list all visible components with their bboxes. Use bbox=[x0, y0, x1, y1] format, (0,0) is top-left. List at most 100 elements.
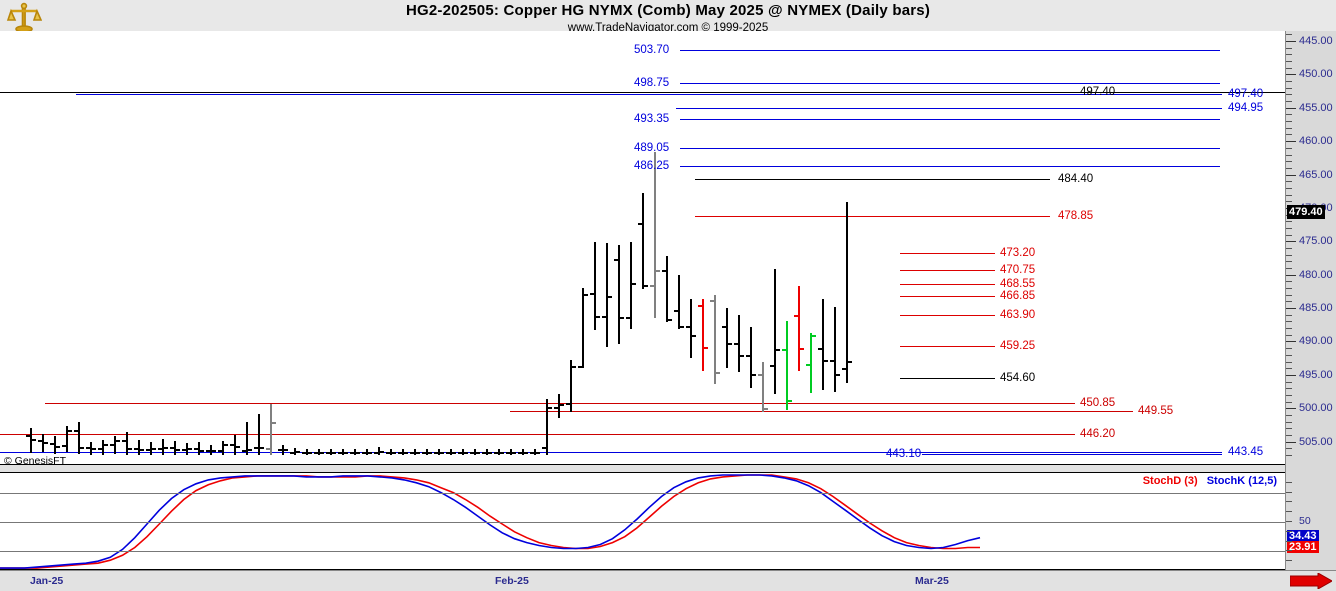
bar-open-tick bbox=[746, 354, 750, 357]
bar-high-low bbox=[150, 441, 152, 455]
bar-close-tick bbox=[800, 348, 804, 351]
price-level-label: 493.35 bbox=[634, 112, 670, 125]
price-level-label: 494.95 bbox=[1228, 102, 1264, 115]
stochd-line bbox=[0, 474, 980, 569]
stochk-value-tag: 34.43 bbox=[1287, 530, 1319, 543]
bar-open-tick bbox=[146, 448, 150, 451]
bar-open-tick bbox=[206, 449, 210, 452]
axis-minor-tick bbox=[1286, 268, 1292, 270]
bar-high-low bbox=[186, 442, 188, 455]
bar-close-tick bbox=[284, 448, 288, 451]
stochk-line bbox=[0, 474, 981, 569]
price-level-line[interactable] bbox=[680, 118, 1220, 120]
bar-close-tick bbox=[164, 446, 168, 449]
bar-high-low bbox=[282, 444, 284, 455]
axis-minor-tick bbox=[1286, 201, 1292, 203]
bar-open-tick bbox=[338, 452, 342, 455]
bar-open-tick bbox=[362, 452, 366, 455]
bar-high-low bbox=[102, 439, 104, 455]
price-level-line[interactable] bbox=[680, 166, 1220, 168]
axis-price-label: 505.00 bbox=[1299, 435, 1333, 448]
axis-minor-tick bbox=[1286, 261, 1292, 263]
bar-close-tick bbox=[824, 359, 828, 362]
bar-open-tick bbox=[554, 406, 558, 409]
axis-minor-tick bbox=[1286, 134, 1292, 136]
price-axis[interactable]: 505.00 500.00 495.00 490.00 485.00 480.00 475.… bbox=[1285, 31, 1336, 570]
price-level-line[interactable] bbox=[900, 315, 995, 317]
bar-close-tick bbox=[392, 451, 396, 454]
stochastic-panel[interactable]: StochD (3) StochK (12,5) bbox=[0, 472, 1285, 570]
bar-close-tick bbox=[356, 451, 360, 454]
price-panel[interactable]: 503.70 498.75 497.40 497.40 494.95 493.35 489.… bbox=[0, 31, 1285, 465]
price-level-line[interactable] bbox=[900, 253, 995, 255]
axis-minor-tick bbox=[1286, 54, 1292, 56]
axis-minor-tick bbox=[1286, 294, 1292, 296]
bar-high-low bbox=[606, 242, 608, 347]
axis-minor-tick bbox=[1286, 361, 1292, 363]
date-axis[interactable]: Jan-25 Feb-25 Mar-25 bbox=[0, 570, 1336, 591]
bar-close-tick bbox=[536, 451, 540, 454]
bar-high-low bbox=[486, 448, 488, 455]
bar-high-low bbox=[738, 314, 740, 372]
axis-price-label: 445.00 bbox=[1299, 35, 1333, 47]
axis-minor-tick bbox=[1286, 328, 1292, 330]
bar-open-tick bbox=[122, 440, 126, 443]
axis-minor-tick bbox=[1286, 67, 1292, 69]
axis-major-tick bbox=[1286, 141, 1296, 143]
bar-close-tick bbox=[416, 451, 420, 454]
bar-open-tick bbox=[638, 223, 642, 226]
bar-open-tick bbox=[458, 452, 462, 455]
bar-high-low bbox=[30, 428, 32, 453]
bar-close-tick bbox=[116, 440, 120, 443]
price-level-line[interactable] bbox=[900, 295, 995, 297]
axis-minor-tick bbox=[1286, 388, 1292, 390]
bar-high-low bbox=[570, 359, 572, 413]
price-level-line[interactable] bbox=[900, 377, 995, 379]
date-tick-label: Feb-25 bbox=[495, 575, 529, 587]
bar-high-low bbox=[174, 440, 176, 455]
bar-open-tick bbox=[494, 452, 498, 455]
scroll-forward-button[interactable] bbox=[1289, 572, 1334, 590]
price-level-line[interactable] bbox=[676, 108, 1222, 110]
bar-high-low bbox=[546, 398, 548, 455]
bar-close-tick bbox=[524, 451, 528, 454]
price-level-line[interactable] bbox=[695, 215, 1050, 217]
price-level-line[interactable] bbox=[0, 91, 1285, 93]
bar-open-tick bbox=[686, 326, 690, 329]
price-level-line[interactable] bbox=[680, 147, 1220, 149]
axis-price-label: 455.00 bbox=[1299, 101, 1333, 114]
price-level-line[interactable] bbox=[510, 411, 1133, 413]
stochk-legend-label: StochK (12,5) bbox=[1206, 475, 1277, 487]
price-level-line[interactable] bbox=[900, 269, 995, 271]
bar-close-tick bbox=[704, 347, 708, 350]
price-level-line[interactable] bbox=[45, 402, 1075, 404]
bar-close-tick bbox=[44, 442, 48, 445]
axis-minor-tick bbox=[1286, 301, 1292, 303]
bar-close-tick bbox=[512, 451, 516, 454]
bar-open-tick bbox=[398, 452, 402, 455]
price-level-label: 486.25 bbox=[634, 160, 670, 173]
price-level-line[interactable] bbox=[695, 178, 1050, 180]
price-level-line[interactable] bbox=[0, 451, 1222, 453]
axis-minor-tick bbox=[1286, 121, 1292, 123]
bar-close-tick bbox=[764, 407, 768, 410]
bar-close-tick bbox=[500, 451, 504, 454]
bar-open-tick bbox=[350, 452, 354, 455]
axis-major-tick bbox=[1286, 41, 1296, 42]
price-level-line[interactable] bbox=[680, 49, 1220, 51]
price-level-line[interactable] bbox=[900, 284, 995, 286]
price-level-line[interactable] bbox=[922, 454, 1222, 456]
price-level-line[interactable] bbox=[900, 346, 995, 348]
bar-open-tick bbox=[74, 429, 78, 432]
bar-close-tick bbox=[320, 451, 324, 454]
bar-close-tick bbox=[620, 316, 624, 319]
price-level-line[interactable] bbox=[680, 82, 1220, 84]
price-level-line[interactable] bbox=[0, 433, 1075, 435]
bar-high-low bbox=[630, 241, 632, 330]
bar-close-tick bbox=[260, 446, 264, 449]
bar-high-low bbox=[354, 448, 356, 455]
price-level-line[interactable] bbox=[76, 94, 1222, 96]
bar-open-tick bbox=[170, 446, 174, 449]
bar-high-low bbox=[510, 448, 512, 455]
bar-close-tick bbox=[596, 316, 600, 319]
